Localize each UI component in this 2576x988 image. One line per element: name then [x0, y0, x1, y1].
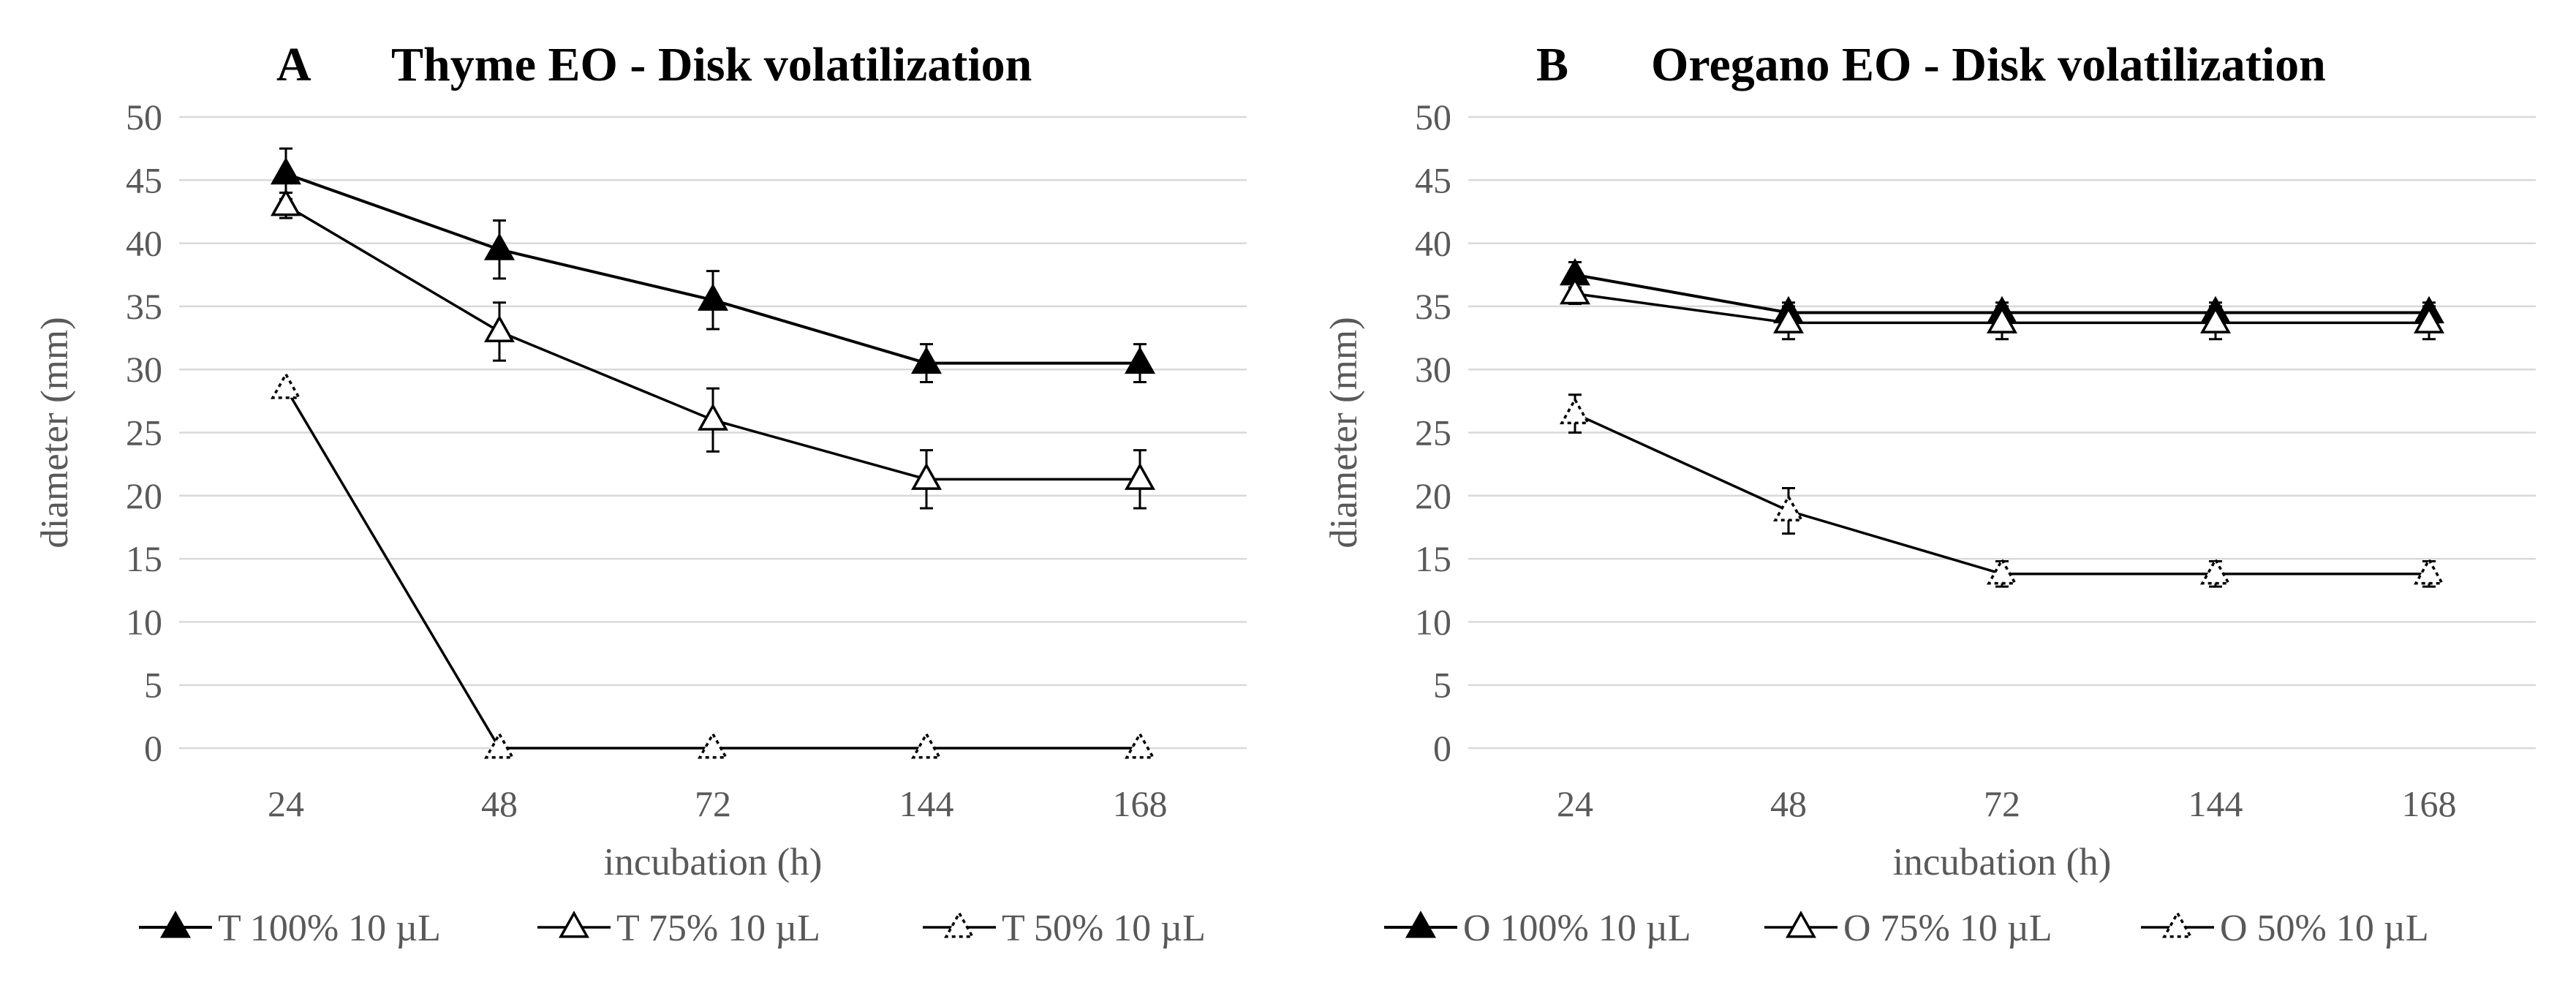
legend-marker	[160, 910, 191, 938]
data-point	[911, 731, 942, 759]
y-tick-label: 30	[1415, 349, 1451, 390]
data-point	[271, 157, 301, 185]
data-point	[484, 731, 515, 759]
series-line	[1574, 412, 2429, 576]
legend-label: T 100% 10 µL	[218, 908, 441, 949]
data-point	[1125, 346, 1155, 374]
chart-title: Thyme EO - Disk volatilization	[391, 38, 1032, 91]
data-point	[1125, 731, 1155, 759]
y-axis-label: diameter (mm)	[34, 317, 76, 548]
y-tick-label: 0	[1433, 728, 1451, 769]
data-point	[2200, 306, 2231, 333]
y-tick-label: 15	[126, 538, 162, 579]
y-tick-label: 0	[144, 728, 162, 769]
panel-letter: A	[276, 38, 311, 91]
y-tick-label: 50	[1415, 97, 1451, 137]
x-tick-label: 72	[1984, 783, 2020, 824]
data-point	[271, 372, 301, 399]
data-point	[2414, 306, 2444, 333]
chart-a-svg: 0 5 10 15 20 25 30 35 40 45 50 24 48 72 144 168 A Thyme E…	[34, 38, 1247, 949]
data-point	[1987, 306, 2017, 333]
y-tick-label: 40	[126, 223, 162, 264]
y-tick-label: 30	[126, 349, 162, 390]
y-tick-label: 5	[144, 665, 162, 706]
x-tick-label: 48	[481, 783, 518, 824]
data-point	[698, 403, 728, 431]
x-tick-label: 144	[2188, 783, 2243, 824]
legend-label: T 50% 10 µL	[1002, 908, 1206, 949]
chart-title: Oregano EO - Disk volatilization	[1651, 38, 2326, 91]
data-point	[911, 462, 942, 490]
data-point	[698, 731, 728, 759]
x-tick-label: 168	[1113, 783, 1168, 824]
legend-label: T 75% 10 µL	[616, 908, 820, 949]
y-tick-label: 35	[1415, 286, 1451, 327]
x-tick-label: 168	[2402, 783, 2457, 824]
chart-b-svg: 0 5 10 15 20 25 30 35 40 45 50 24 48 72 144 168 B Oregano…	[1323, 38, 2536, 949]
y-tick-label: 10	[1415, 601, 1451, 642]
data-point	[2414, 557, 2444, 585]
x-tick-label: 24	[1557, 783, 1593, 824]
y-tick-label: 45	[126, 159, 162, 200]
data-point	[698, 283, 728, 311]
data-point	[484, 233, 515, 260]
y-tick-label: 50	[126, 97, 162, 137]
y-tick-label: 45	[1415, 159, 1451, 200]
data-point	[1125, 462, 1155, 490]
data-point	[2200, 557, 2231, 585]
data-point	[1773, 306, 1804, 333]
chart-panel-a: 0 5 10 15 20 25 30 35 40 45 50 24 48 72 144 168 A Thyme E…	[0, 0, 1287, 988]
legend-label: O 50% 10 µL	[2220, 908, 2429, 949]
data-point	[1987, 557, 2017, 585]
x-tick-label: 24	[268, 783, 304, 824]
x-tick-label: 144	[899, 783, 954, 824]
y-tick-label: 15	[1415, 538, 1451, 579]
y-tick-label: 40	[1415, 223, 1451, 264]
data-point	[271, 189, 301, 216]
legend-marker	[1786, 910, 1816, 938]
data-point	[1773, 494, 1804, 522]
legend-label: O 75% 10 µL	[1843, 908, 2052, 949]
x-tick-label: 72	[695, 783, 731, 824]
panel-letter: B	[1536, 38, 1568, 91]
y-axis-label: diameter (mm)	[1323, 317, 1365, 548]
data-point	[1560, 396, 1590, 425]
y-tick-label: 25	[1415, 412, 1451, 453]
y-tick-label: 10	[126, 601, 162, 642]
legend-marker	[944, 910, 975, 938]
chart-panel-b: 0 5 10 15 20 25 30 35 40 45 50 24 48 72 144 168 B Oregano…	[1289, 0, 2576, 988]
y-tick-label: 20	[126, 475, 162, 516]
data-point	[1560, 276, 1590, 305]
x-axis-label: incubation (h)	[1893, 841, 2112, 883]
data-point	[484, 314, 515, 342]
x-tick-label: 48	[1770, 783, 1807, 824]
y-tick-label: 35	[126, 286, 162, 327]
x-axis-label: incubation (h)	[604, 841, 823, 883]
y-tick-label: 25	[126, 412, 162, 453]
data-point	[911, 346, 942, 374]
y-tick-label: 5	[1433, 665, 1451, 706]
y-tick-label: 20	[1415, 475, 1451, 516]
series-line	[285, 172, 1140, 365]
legend-marker	[559, 910, 589, 938]
legend-marker	[2162, 910, 2193, 938]
legend-marker	[1405, 910, 1436, 938]
legend-label: O 100% 10 µL	[1463, 908, 1691, 949]
